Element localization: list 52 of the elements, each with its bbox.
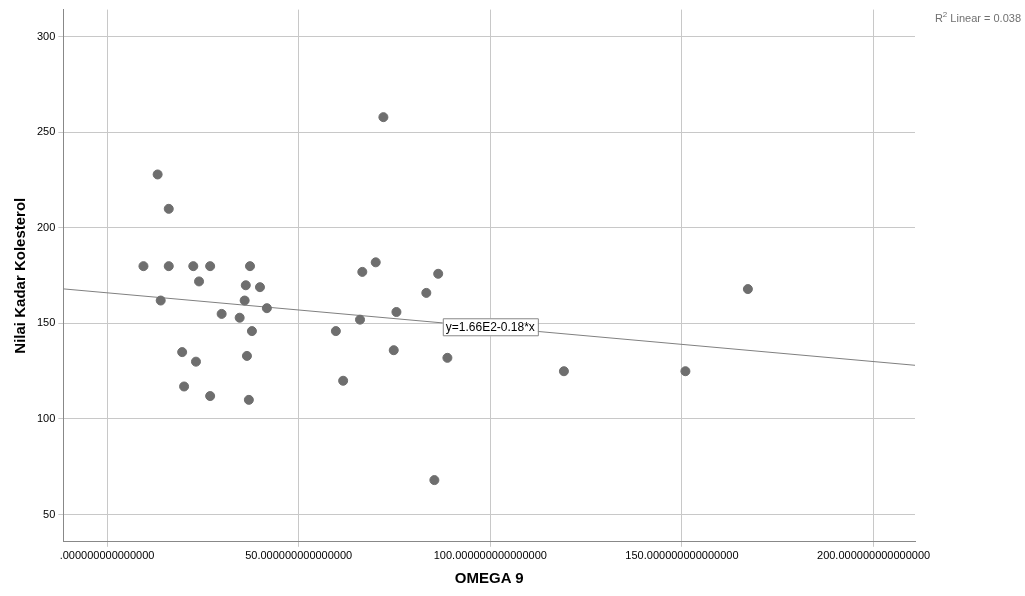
point [179,381,190,392]
point [240,280,251,291]
point [205,261,216,272]
point [190,356,201,367]
point [194,276,205,287]
x-tick-label: .000000000000000 [59,549,155,562]
x-axis-title: OMEGA 9 [454,569,524,587]
x-tick-label: 200.000000000000000 [817,549,931,562]
point [370,257,381,268]
y-tick-label: 200 [36,220,56,233]
x-tick-label: 150.000000000000000 [625,549,739,562]
y-tick-label: 300 [36,29,56,42]
text: R$^{2}$ Linear = 0.038 [934,10,1021,24]
point [155,295,166,306]
point [261,303,272,314]
point [245,261,256,272]
y-tick-label: 50 [43,507,56,520]
point [152,169,163,180]
point [429,475,440,486]
point [188,261,199,272]
x-tick-label: 50.000000000000000 [245,549,353,562]
y-tick-label: 100 [36,412,56,424]
point [433,268,444,279]
point [163,261,174,272]
point [442,352,453,363]
point [216,308,227,319]
point [163,203,174,214]
point [388,345,399,356]
point [205,391,216,402]
point [243,394,254,405]
point [234,312,245,323]
point [241,350,252,361]
point [330,326,341,337]
y-tick-label: 250 [36,125,56,138]
y-tick-label: 150 [36,316,56,329]
point [239,295,250,306]
x-tick-label: 100.000000000000000 [433,549,547,562]
point [742,284,753,295]
point [177,347,188,358]
point [421,287,432,298]
point [391,307,402,317]
point [378,112,389,123]
point [254,282,265,293]
y-axis-title: Nilai Kadar Kolesterol [11,197,29,354]
point [357,266,368,277]
point [246,326,257,337]
point [680,366,691,377]
point [355,314,366,325]
annotation: y=1.66E2-0.18*x [445,319,535,334]
point [558,366,569,377]
point [338,375,349,386]
point [138,261,149,272]
